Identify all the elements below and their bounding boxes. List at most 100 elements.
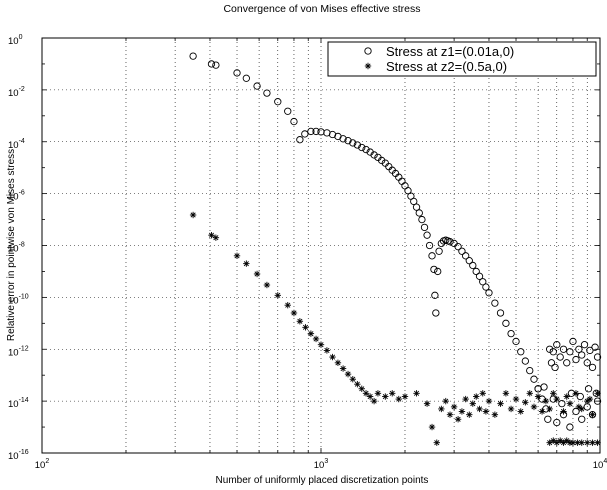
data-point-circle: [263, 89, 271, 97]
data-point-asterisk: [358, 385, 365, 392]
y-tick-label: 100: [8, 34, 23, 47]
data-point-asterisk: [274, 292, 281, 299]
data-point-circle: [465, 257, 473, 265]
series-1: [189, 52, 602, 431]
data-point-circle: [491, 299, 499, 307]
data-point-asterisk: [362, 390, 370, 397]
data-point-circle: [349, 139, 357, 147]
data-point-asterisk: [389, 390, 396, 397]
data-point-asterisk: [290, 309, 298, 317]
data-point-circle: [339, 135, 347, 143]
data-point-asterisk: [530, 403, 538, 411]
data-point-asterisk: [302, 324, 309, 331]
legend: Stress at z1=(0.01a,0)Stress at z2=(0.5a…: [327, 41, 597, 77]
data-point-asterisk: [473, 393, 480, 400]
data-point-asterisk: [428, 423, 436, 431]
data-point-circle: [502, 319, 510, 327]
data-point-asterisk: [329, 353, 336, 361]
data-point-circle: [558, 399, 566, 408]
data-point-asterisk: [563, 393, 570, 400]
data-point-circle: [586, 346, 594, 355]
data-point-circle: [418, 215, 426, 224]
data-point-circle: [253, 82, 261, 90]
data-point-circle: [538, 395, 546, 403]
data-point-circle: [530, 375, 538, 383]
data-point-circle: [563, 359, 571, 367]
data-point-circle: [430, 265, 438, 274]
data-point-asterisk: [560, 408, 567, 415]
data-point-circle: [496, 309, 505, 317]
data-point-circle: [412, 203, 421, 211]
data-point-asterisk: [542, 397, 550, 405]
data-point-asterisk: [550, 390, 557, 397]
data-point-circle: [572, 355, 580, 364]
data-point-circle: [358, 143, 366, 152]
data-point-circle: [420, 223, 429, 232]
y-tick-label: 10-4: [8, 138, 25, 151]
data-point-circle: [575, 345, 583, 353]
data-point-asterisk: [589, 439, 596, 446]
data-point-asterisk: [189, 211, 197, 219]
data-point-circle: [526, 366, 534, 375]
data-point-circle: [423, 231, 431, 239]
data-point-circle: [212, 61, 220, 69]
data-point-asterisk: [479, 390, 486, 397]
data-point-circle: [521, 357, 529, 365]
data-point-circle: [576, 392, 584, 401]
data-point-asterisk: [553, 439, 560, 446]
y-tick-label: 10-12: [8, 345, 29, 358]
data-point-asterisk: [307, 330, 315, 337]
data-point-circle: [385, 162, 393, 171]
x-tick-label: 103: [314, 458, 329, 471]
data-point-asterisk: [349, 376, 356, 383]
data-point-asterisk: [208, 231, 215, 239]
y-tick-label: 10-10: [8, 293, 29, 306]
data-point-circle: [446, 238, 454, 246]
data-point-asterisk: [538, 408, 546, 415]
data-point-asterisk: [438, 405, 445, 413]
data-point-asterisk: [317, 341, 325, 348]
data-point-asterisk: [578, 405, 585, 413]
data-point-circle: [378, 156, 386, 165]
data-point-asterisk: [433, 439, 440, 446]
y-tick-label: 10-14: [8, 397, 29, 410]
data-point-circle: [544, 415, 552, 423]
data-point-circle: [462, 252, 470, 260]
data-point-asterisk: [572, 390, 580, 397]
data-point-asterisk: [296, 318, 304, 325]
data-point-asterisk: [594, 439, 601, 446]
y-tick-label: 10-6: [8, 190, 25, 203]
data-point-circle: [284, 107, 292, 115]
data-point-asterisk: [491, 411, 499, 418]
data-point-circle: [566, 348, 574, 356]
data-point-circle: [404, 187, 412, 195]
data-point-asterisk: [526, 390, 533, 397]
data-point-asterisk: [575, 403, 583, 411]
chart-title: Convergence of von Mises effective stres…: [223, 3, 420, 15]
data-point-circle: [207, 60, 216, 68]
data-point-asterisk: [553, 395, 560, 403]
y-axis-label: Relative error in pointwise von Mises st…: [6, 149, 17, 341]
data-point-asterisk: [546, 405, 553, 413]
data-point-circle: [556, 353, 564, 361]
y-tick-label: 10-8: [8, 242, 25, 255]
data-point-asterisk: [423, 400, 431, 407]
data-point-circle: [583, 359, 591, 367]
data-point-circle: [549, 348, 557, 356]
data-point-circle: [593, 397, 602, 405]
data-point-asterisk: [578, 439, 585, 446]
data-point-circle: [274, 98, 282, 106]
data-point-circle: [435, 247, 443, 255]
data-point-circle: [432, 309, 440, 317]
data-point-circle: [189, 52, 197, 60]
data-point-asterisk: [462, 395, 469, 403]
data-point-asterisk: [589, 411, 596, 418]
data-point-circle: [425, 241, 434, 250]
data-point-asterisk: [502, 390, 510, 397]
data-point-circle: [485, 289, 493, 297]
data-point-asterisk: [563, 437, 570, 444]
data-point-circle: [454, 243, 462, 251]
legend-box: [327, 41, 597, 77]
data-point-circle: [469, 261, 477, 270]
